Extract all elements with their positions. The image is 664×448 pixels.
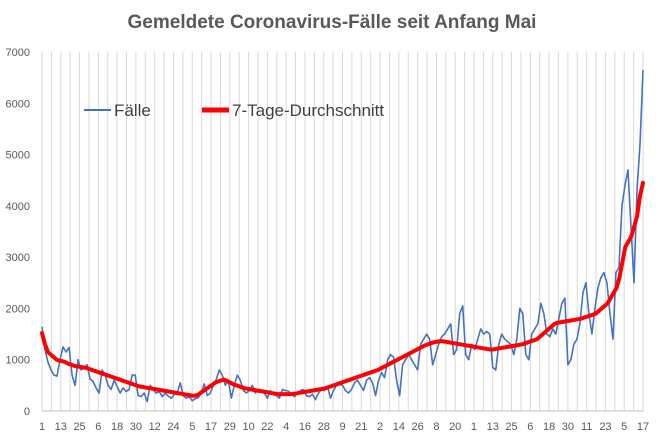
x-tick-label: 21 — [355, 421, 367, 433]
legend: Fälle 7-Tage-Durchschnitt — [84, 101, 384, 120]
data-series — [40, 69, 645, 403]
x-tick-label: 8 — [433, 421, 439, 433]
y-axis-tick-labels: 0 1000 2000 3000 4000 5000 6000 7000 — [6, 47, 30, 418]
x-tick-label: 10 — [242, 421, 254, 433]
y-tick-label: 6000 — [6, 98, 30, 110]
x-tick-label: 12 — [149, 421, 161, 433]
x-tick-label: 25 — [73, 421, 85, 433]
x-tick-label: 4 — [283, 421, 289, 433]
x-tick-label: 1 — [471, 421, 477, 433]
x-tick-label: 23 — [599, 421, 611, 433]
x-tick-label: 11 — [581, 421, 592, 433]
x-tick-label: 14 — [393, 421, 405, 433]
series-line-7-tage-durchschnitt — [40, 180, 645, 398]
x-tick-label: 17 — [637, 421, 649, 433]
y-tick-label: 0 — [24, 406, 30, 418]
x-tick-label: 30 — [130, 421, 142, 433]
chart-title: Gemeldete Coronavirus-Fälle seit Anfang … — [128, 12, 537, 33]
x-tick-label: 6 — [527, 421, 533, 433]
x-tick-label: 1 — [39, 421, 45, 433]
x-tick-label: 9 — [339, 421, 345, 433]
x-tick-label: 30 — [562, 421, 574, 433]
x-tick-label: 24 — [167, 421, 179, 433]
y-tick-label: 5000 — [6, 150, 30, 162]
x-tick-label: 25 — [505, 421, 517, 433]
x-tick-label: 16 — [299, 421, 311, 433]
legend-label-7-tage-durchschnitt: 7-Tage-Durchschnitt — [232, 101, 384, 120]
x-tick-label: 22 — [261, 421, 273, 433]
x-tick-label: 5 — [621, 421, 627, 433]
x-tick-label: 28 — [318, 421, 330, 433]
gridlines — [41, 52, 644, 411]
y-tick-label: 7000 — [6, 47, 30, 59]
series-line-faelle — [41, 69, 644, 403]
x-tick-label: 29 — [224, 421, 236, 433]
x-tick-label: 20 — [449, 421, 461, 433]
y-tick-label: 2000 — [6, 303, 30, 315]
x-tick-label: 2 — [377, 421, 383, 433]
x-tick-label: 5 — [189, 421, 195, 433]
x-tick-label: 17 — [205, 421, 217, 433]
x-axis-tick-labels: 1 13 25 6 18 30 12 24 5 17 29 10 22 4 16 28 9 21 2 14 26 8 20 1… — [39, 421, 649, 433]
y-tick-label: 1000 — [6, 355, 30, 367]
legend-label-faelle: Fälle — [114, 101, 151, 120]
y-tick-label: 3000 — [6, 252, 30, 264]
x-tick-label: 13 — [55, 421, 67, 433]
x-tick-label: 18 — [543, 421, 555, 433]
x-tick-label: 26 — [412, 421, 424, 433]
x-tick-label: 13 — [487, 421, 499, 433]
x-tick-label: 6 — [95, 421, 101, 433]
x-tick-label: 18 — [111, 421, 123, 433]
y-tick-label: 4000 — [6, 201, 30, 213]
